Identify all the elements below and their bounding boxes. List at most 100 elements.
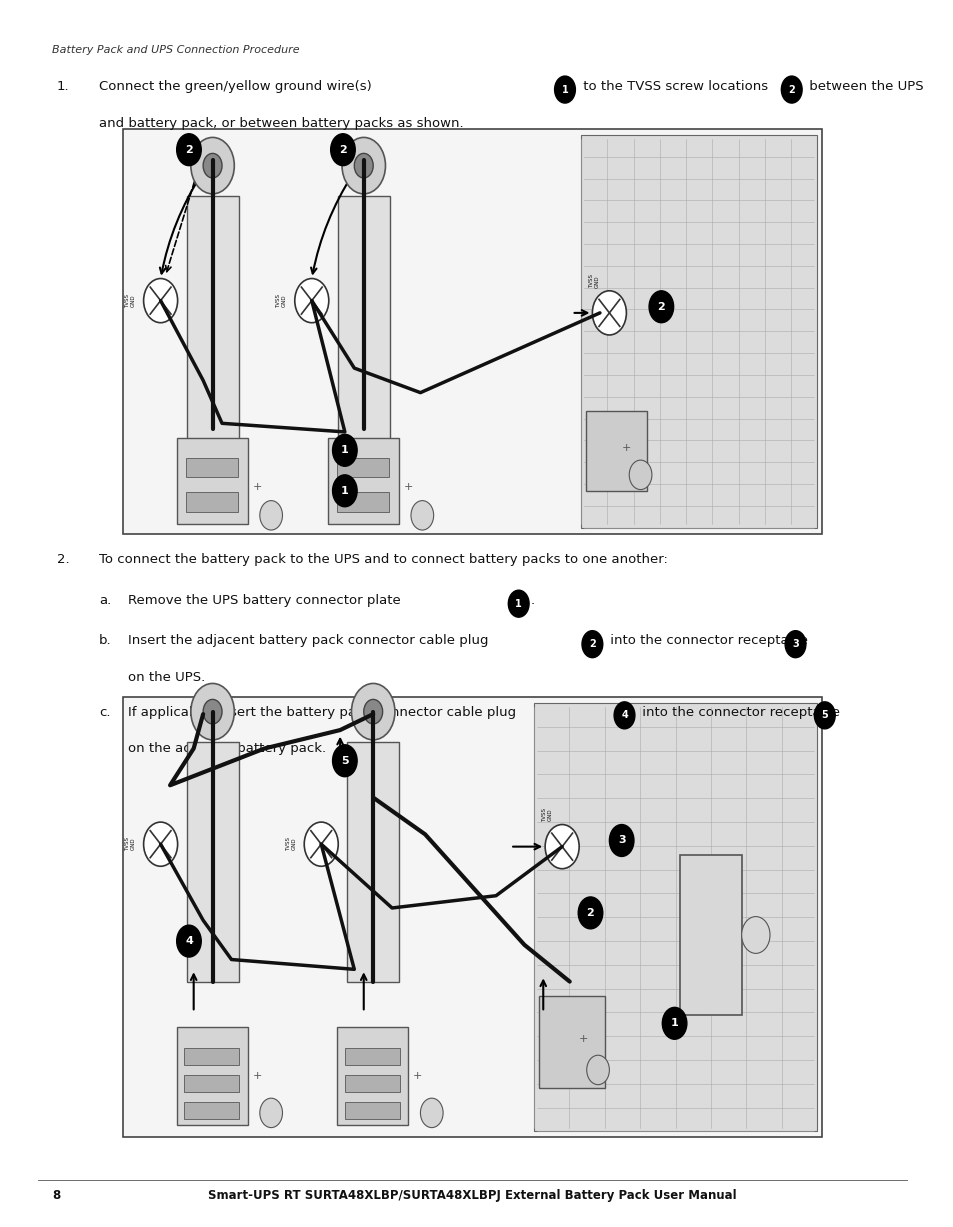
Text: 2: 2 bbox=[586, 908, 594, 918]
Bar bbox=[344, 1102, 399, 1119]
Text: into the connector receptacle: into the connector receptacle bbox=[637, 706, 843, 719]
Text: 2.: 2. bbox=[56, 553, 70, 567]
Text: 3: 3 bbox=[618, 836, 625, 845]
Bar bbox=[538, 996, 604, 1088]
Bar bbox=[344, 1075, 399, 1092]
Circle shape bbox=[781, 76, 801, 103]
Text: 5: 5 bbox=[821, 710, 827, 720]
Circle shape bbox=[342, 137, 385, 194]
Bar bbox=[328, 438, 398, 524]
Text: +: + bbox=[403, 482, 413, 492]
Circle shape bbox=[294, 279, 329, 323]
Text: Connect the green/yellow ground wire(s): Connect the green/yellow ground wire(s) bbox=[99, 80, 375, 93]
Text: between the UPS: between the UPS bbox=[804, 80, 923, 93]
Bar bbox=[337, 492, 389, 512]
Text: 1: 1 bbox=[340, 486, 349, 496]
Circle shape bbox=[581, 631, 602, 658]
Text: To connect the battery pack to the UPS and to connect battery packs to one anoth: To connect the battery pack to the UPS a… bbox=[99, 553, 667, 567]
Circle shape bbox=[578, 897, 602, 929]
Text: 2: 2 bbox=[338, 145, 347, 155]
Text: Insert the adjacent battery pack connector cable plug: Insert the adjacent battery pack connect… bbox=[128, 634, 492, 648]
Bar bbox=[337, 196, 390, 442]
Bar bbox=[187, 742, 238, 982]
Text: Battery Pack and UPS Connection Procedure: Battery Pack and UPS Connection Procedur… bbox=[51, 45, 299, 55]
Circle shape bbox=[554, 76, 575, 103]
Bar bbox=[176, 438, 247, 524]
Bar bbox=[679, 855, 740, 1015]
Bar bbox=[186, 492, 238, 512]
Text: 8: 8 bbox=[51, 1189, 60, 1201]
Circle shape bbox=[544, 825, 578, 869]
Text: 1: 1 bbox=[515, 599, 521, 609]
Circle shape bbox=[508, 590, 529, 617]
Circle shape bbox=[629, 460, 651, 490]
Circle shape bbox=[176, 134, 201, 166]
Text: TVSS
GND: TVSS GND bbox=[125, 293, 135, 308]
Text: b.: b. bbox=[99, 634, 112, 648]
Text: TVSS
GND: TVSS GND bbox=[285, 837, 296, 852]
Circle shape bbox=[363, 699, 382, 724]
Circle shape bbox=[333, 475, 356, 507]
Bar bbox=[186, 458, 238, 477]
Circle shape bbox=[740, 917, 769, 953]
Text: c.: c. bbox=[99, 706, 111, 719]
Text: +: + bbox=[252, 482, 261, 492]
Text: 3: 3 bbox=[791, 639, 798, 649]
Circle shape bbox=[784, 631, 805, 658]
Text: 5: 5 bbox=[340, 756, 348, 766]
Text: TVSS
GND: TVSS GND bbox=[125, 837, 135, 852]
Text: 4: 4 bbox=[620, 710, 627, 720]
Bar bbox=[176, 1027, 247, 1125]
Text: 1: 1 bbox=[561, 85, 568, 94]
Text: on the adjacent battery pack.: on the adjacent battery pack. bbox=[128, 742, 325, 756]
Circle shape bbox=[661, 1007, 686, 1039]
Circle shape bbox=[191, 683, 234, 740]
Bar bbox=[337, 458, 389, 477]
Text: 4: 4 bbox=[185, 936, 193, 946]
Text: 2: 2 bbox=[588, 639, 595, 649]
Circle shape bbox=[592, 291, 626, 335]
Text: to the TVSS screw locations: to the TVSS screw locations bbox=[578, 80, 772, 93]
Circle shape bbox=[354, 153, 373, 178]
Circle shape bbox=[333, 434, 356, 466]
Circle shape bbox=[420, 1098, 442, 1128]
Bar bbox=[184, 1048, 239, 1065]
Bar bbox=[123, 129, 821, 534]
Text: +: + bbox=[252, 1071, 261, 1081]
Circle shape bbox=[814, 702, 834, 729]
Bar bbox=[347, 742, 398, 982]
Circle shape bbox=[176, 925, 201, 957]
Circle shape bbox=[609, 825, 634, 856]
Text: 2: 2 bbox=[787, 85, 794, 94]
Text: +: + bbox=[621, 443, 631, 453]
Bar bbox=[123, 697, 821, 1137]
Circle shape bbox=[331, 134, 355, 166]
Text: 2: 2 bbox=[185, 145, 193, 155]
Text: 1.: 1. bbox=[56, 80, 70, 93]
Text: Smart-UPS RT SURTA48XLBP/SURTA48XLBPJ External Battery Pack User Manual: Smart-UPS RT SURTA48XLBP/SURTA48XLBPJ Ex… bbox=[208, 1189, 736, 1201]
Circle shape bbox=[614, 702, 635, 729]
Circle shape bbox=[203, 153, 222, 178]
Bar bbox=[184, 1075, 239, 1092]
Text: TVSS
GND: TVSS GND bbox=[275, 293, 287, 308]
Text: If applicable, insert the battery pack connector cable plug: If applicable, insert the battery pack c… bbox=[128, 706, 519, 719]
Circle shape bbox=[259, 501, 282, 530]
Text: +: + bbox=[578, 1034, 588, 1044]
Text: Remove the UPS battery connector plate: Remove the UPS battery connector plate bbox=[128, 594, 404, 607]
Circle shape bbox=[648, 291, 673, 323]
Text: 1: 1 bbox=[340, 445, 349, 455]
Circle shape bbox=[351, 683, 395, 740]
Text: into the connector receptacle: into the connector receptacle bbox=[605, 634, 811, 648]
Circle shape bbox=[304, 822, 338, 866]
Bar bbox=[337, 1027, 408, 1125]
Circle shape bbox=[191, 137, 234, 194]
Text: 1: 1 bbox=[670, 1018, 678, 1028]
Bar bbox=[184, 1102, 239, 1119]
Text: on the UPS.: on the UPS. bbox=[128, 671, 205, 685]
Text: .: . bbox=[531, 594, 535, 607]
Circle shape bbox=[203, 699, 222, 724]
Bar bbox=[585, 411, 646, 491]
Text: TVSS
GND: TVSS GND bbox=[541, 809, 552, 822]
Text: +: + bbox=[413, 1071, 422, 1081]
Text: 2: 2 bbox=[657, 302, 664, 312]
